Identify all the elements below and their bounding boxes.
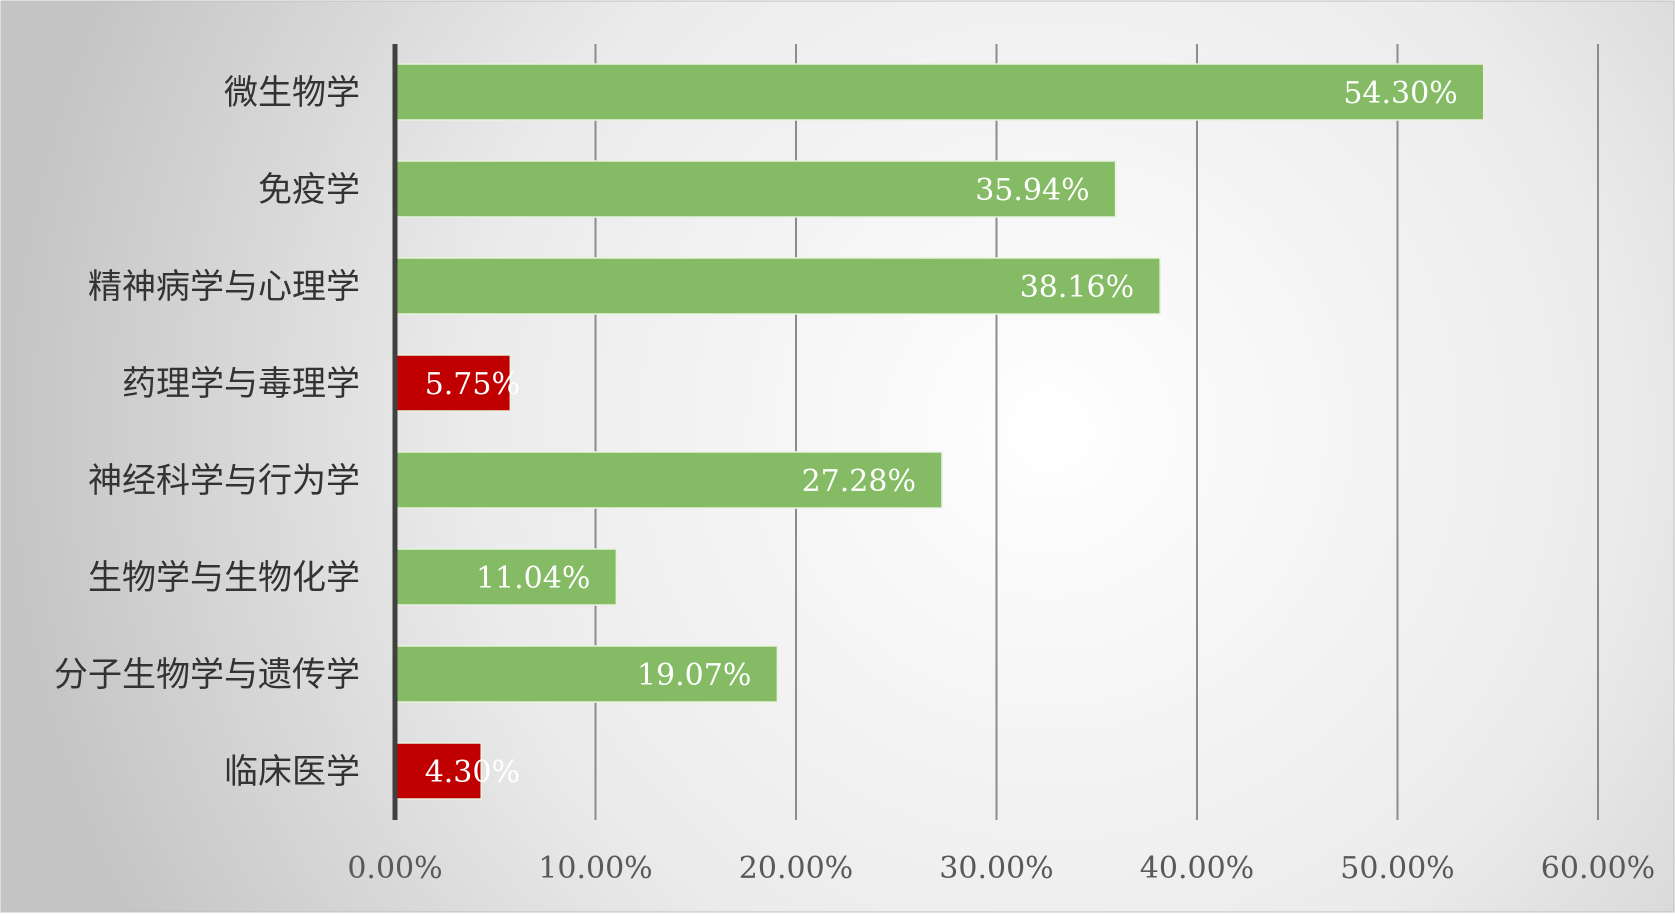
bars xyxy=(394,63,1485,800)
data-label: 27.28% xyxy=(802,464,916,499)
x-tick-label: 20.00% xyxy=(739,851,853,886)
category-labels: 微生物学免疫学精神病学与心理学药理学与毒理学神经科学与行为学生物学与生物化学分子… xyxy=(54,73,360,792)
bar xyxy=(394,645,779,703)
x-axis-tick-labels: 0.00% 10.00% 20.00% 30.00% 40.00% 50.00% 60.00… xyxy=(347,851,1655,886)
data-labels: 54.30% 35.94% 38.16% 5.75% 27.28% 11.04% 19.07… xyxy=(425,76,1458,790)
x-tick-label: 40.00% xyxy=(1140,851,1254,886)
category-label: 神经科学与行为学 xyxy=(88,461,360,501)
category-label: 精神病学与心理学 xyxy=(88,267,360,307)
x-tick-label: 0.00% xyxy=(347,851,442,886)
category-label: 微生物学 xyxy=(224,73,360,113)
category-label: 药理学与毒理学 xyxy=(122,364,360,404)
bar xyxy=(394,160,1117,218)
bar xyxy=(394,63,1485,121)
bar xyxy=(394,451,943,509)
x-tick-label: 30.00% xyxy=(939,851,1053,886)
data-label: 35.94% xyxy=(975,173,1089,208)
category-label: 生物学与生物化学 xyxy=(88,558,360,598)
bar xyxy=(394,257,1161,315)
data-label: 54.30% xyxy=(1343,76,1457,111)
bar xyxy=(394,548,618,606)
category-label: 临床医学 xyxy=(224,752,360,792)
bar xyxy=(394,742,482,800)
x-tick-label: 50.00% xyxy=(1340,851,1454,886)
x-tick-label: 60.00% xyxy=(1541,851,1655,886)
bar xyxy=(394,354,512,412)
category-label: 免疫学 xyxy=(258,170,360,210)
data-label: 38.16% xyxy=(1020,270,1134,305)
data-label: 5.75% xyxy=(425,367,520,402)
data-label: 19.07% xyxy=(637,658,751,693)
category-label: 分子生物学与遗传学 xyxy=(54,655,360,695)
data-label: 11.04% xyxy=(476,561,590,596)
data-label: 4.30% xyxy=(425,755,520,790)
x-tick-label: 10.00% xyxy=(538,851,652,886)
